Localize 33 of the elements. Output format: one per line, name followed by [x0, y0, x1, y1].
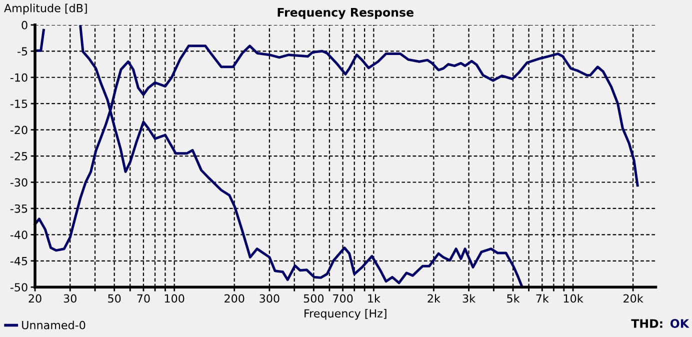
y-tick-label: -25	[10, 152, 28, 160]
y-tick-label: -10	[10, 73, 28, 82]
y-tick-label: -45	[10, 257, 28, 266]
x-axis-title: Frequency [Hz]	[304, 308, 386, 320]
x-tick-label: 200	[224, 294, 244, 303]
y-tick-label: -30	[10, 178, 28, 187]
x-tick-label: 10k	[564, 294, 584, 303]
y-tick-label: -50	[10, 283, 28, 292]
x-tick-label: 300	[260, 294, 280, 303]
x-tick-label: 70	[137, 294, 150, 303]
x-tick-label: 30	[64, 294, 76, 303]
chart-title: Frequency Response	[278, 8, 414, 20]
y-tick-label: -40	[10, 230, 28, 240]
y-axis-title: Amplitude [dB]	[4, 4, 87, 14]
x-tick-label: 2k	[428, 294, 440, 303]
x-tick-label: 1k	[368, 294, 380, 303]
x-tick-label: 7k	[536, 294, 549, 303]
legend-label: Unnamed-0	[22, 320, 86, 330]
y-tick-label: -35	[10, 204, 28, 213]
x-tick-label: 3k	[462, 294, 476, 303]
x-tick-label: 100	[164, 294, 184, 303]
x-tick-label: 500	[304, 294, 324, 303]
x-tick-label: 50	[108, 294, 121, 303]
x-tick-label: 5k	[507, 294, 520, 303]
y-tick-label: 0	[22, 20, 28, 30]
x-tick-label: 700	[333, 294, 353, 303]
y-tick-label: -15	[10, 100, 28, 108]
x-tick-label: 20	[28, 294, 42, 303]
y-tick-label: -20	[10, 126, 28, 134]
text: OK	[670, 319, 690, 328]
text: THD:	[631, 319, 662, 328]
y-tick-label: -5	[18, 47, 28, 56]
x-tick-label: 20k	[624, 294, 644, 303]
